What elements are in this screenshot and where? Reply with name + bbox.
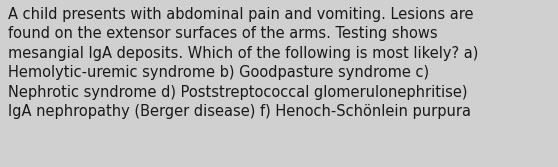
Text: A child presents with abdominal pain and vomiting. Lesions are
found on the exte: A child presents with abdominal pain and…: [8, 7, 479, 119]
